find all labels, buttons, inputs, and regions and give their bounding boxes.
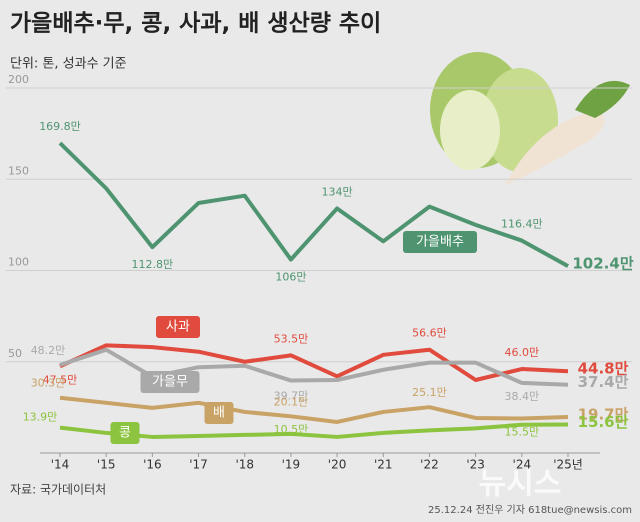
value-label: 106만 xyxy=(275,271,306,284)
legend-box xyxy=(140,371,200,393)
series-line xyxy=(58,141,569,268)
value-label: 48.2만 xyxy=(31,344,66,357)
value-label: 46.0만 xyxy=(505,346,540,359)
value-label: 112.8만 xyxy=(132,258,174,271)
x-tick-label: '17 xyxy=(189,458,208,472)
value-label: 39.7만 xyxy=(274,390,309,403)
x-tick-label: '19 xyxy=(282,458,301,472)
x-tick-label: '18 xyxy=(235,458,254,472)
value-label: 134만 xyxy=(322,185,353,198)
credit: 25.12.24 전진우 기자 618tue@newsis.com xyxy=(428,504,632,516)
y-tick-label: 150 xyxy=(8,164,29,177)
value-label: 169.8만 xyxy=(39,120,81,133)
y-tick-label: 200 xyxy=(8,73,29,86)
chart-title: 가을배추·무, 콩, 사과, 배 생산량 추이 xyxy=(10,11,381,37)
y-tick-label: 50 xyxy=(8,347,22,360)
value-label: 56.6만 xyxy=(412,327,447,340)
x-tick-label: '16 xyxy=(143,458,162,472)
x-tick-label: '25년 xyxy=(553,458,583,472)
value-label: 19.7만 xyxy=(578,406,629,424)
legend-box xyxy=(110,422,140,444)
series-line xyxy=(59,395,569,424)
legend-label: 가을배추 xyxy=(416,235,464,250)
legend-box xyxy=(403,231,477,253)
legend-box xyxy=(204,402,234,424)
x-tick-label: '24 xyxy=(513,458,532,472)
illustration xyxy=(430,52,630,185)
value-label: 37.4만 xyxy=(578,373,629,391)
value-label: 15.5만 xyxy=(505,426,540,439)
series-line xyxy=(59,422,569,439)
value-label: 15.6만 xyxy=(578,413,629,431)
y-tick-label: 100 xyxy=(8,256,29,269)
value-label: 20.1만 xyxy=(274,395,309,408)
legend-label: 콩 xyxy=(119,426,131,441)
x-tick-label: '14 xyxy=(51,458,70,472)
series-line xyxy=(59,343,569,382)
x-tick-label: '22 xyxy=(420,458,439,472)
x-tick-label: '15 xyxy=(97,458,116,472)
value-label: 10.5만 xyxy=(274,423,309,436)
value-label: 116.4만 xyxy=(501,218,543,231)
subtitle: 단위: 톤, 성과수 기준 xyxy=(10,57,127,72)
value-label: 30.3만 xyxy=(31,377,66,390)
x-tick-label: '23 xyxy=(466,458,485,472)
value-label: 44.8만 xyxy=(578,360,629,378)
legend-box xyxy=(156,316,200,338)
value-label: 47.5만 xyxy=(43,373,78,386)
legend-label: 가을무 xyxy=(152,375,188,390)
x-tick-label: '21 xyxy=(374,458,393,472)
value-label: 13.9만 xyxy=(23,411,58,424)
value-label: 25.1만 xyxy=(412,386,447,399)
x-tick-label: '20 xyxy=(328,458,347,472)
legend-label: 배 xyxy=(213,406,225,421)
value-label: 53.5만 xyxy=(274,332,309,345)
value-label: 102.4만 xyxy=(572,255,633,273)
value-label: 38.4만 xyxy=(505,390,540,403)
legend-label: 사과 xyxy=(166,320,190,335)
watermark: 뉴시스 xyxy=(479,467,562,502)
source: 자료: 국가데이터처 xyxy=(10,483,106,497)
